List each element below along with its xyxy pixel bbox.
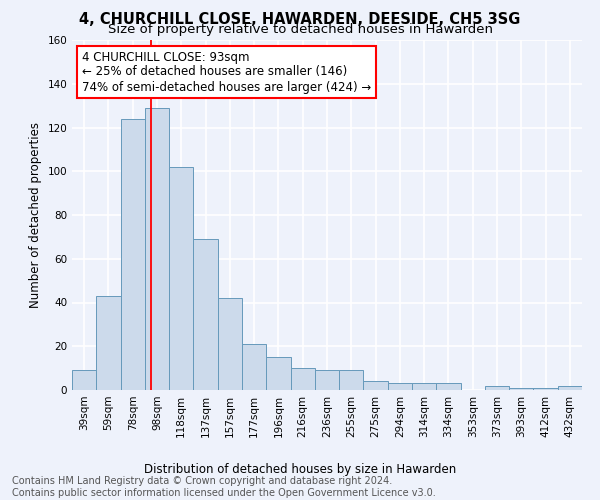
Bar — [72, 370, 96, 390]
Bar — [339, 370, 364, 390]
Bar — [412, 384, 436, 390]
Bar — [315, 370, 339, 390]
Bar — [266, 357, 290, 390]
Bar — [193, 239, 218, 390]
Bar — [96, 296, 121, 390]
Bar — [533, 388, 558, 390]
Text: 4, CHURCHILL CLOSE, HAWARDEN, DEESIDE, CH5 3SG: 4, CHURCHILL CLOSE, HAWARDEN, DEESIDE, C… — [79, 12, 521, 28]
Bar — [485, 386, 509, 390]
Bar — [509, 388, 533, 390]
Bar — [558, 386, 582, 390]
Bar — [169, 167, 193, 390]
Bar — [388, 384, 412, 390]
Bar — [364, 381, 388, 390]
Text: Contains HM Land Registry data © Crown copyright and database right 2024.
Contai: Contains HM Land Registry data © Crown c… — [12, 476, 436, 498]
Bar — [145, 108, 169, 390]
Bar — [218, 298, 242, 390]
Bar — [242, 344, 266, 390]
Bar — [436, 384, 461, 390]
Y-axis label: Number of detached properties: Number of detached properties — [29, 122, 42, 308]
Text: 4 CHURCHILL CLOSE: 93sqm
← 25% of detached houses are smaller (146)
74% of semi-: 4 CHURCHILL CLOSE: 93sqm ← 25% of detach… — [82, 50, 371, 94]
Text: Size of property relative to detached houses in Hawarden: Size of property relative to detached ho… — [107, 22, 493, 36]
Text: Distribution of detached houses by size in Hawarden: Distribution of detached houses by size … — [144, 462, 456, 475]
Bar — [121, 118, 145, 390]
Bar — [290, 368, 315, 390]
